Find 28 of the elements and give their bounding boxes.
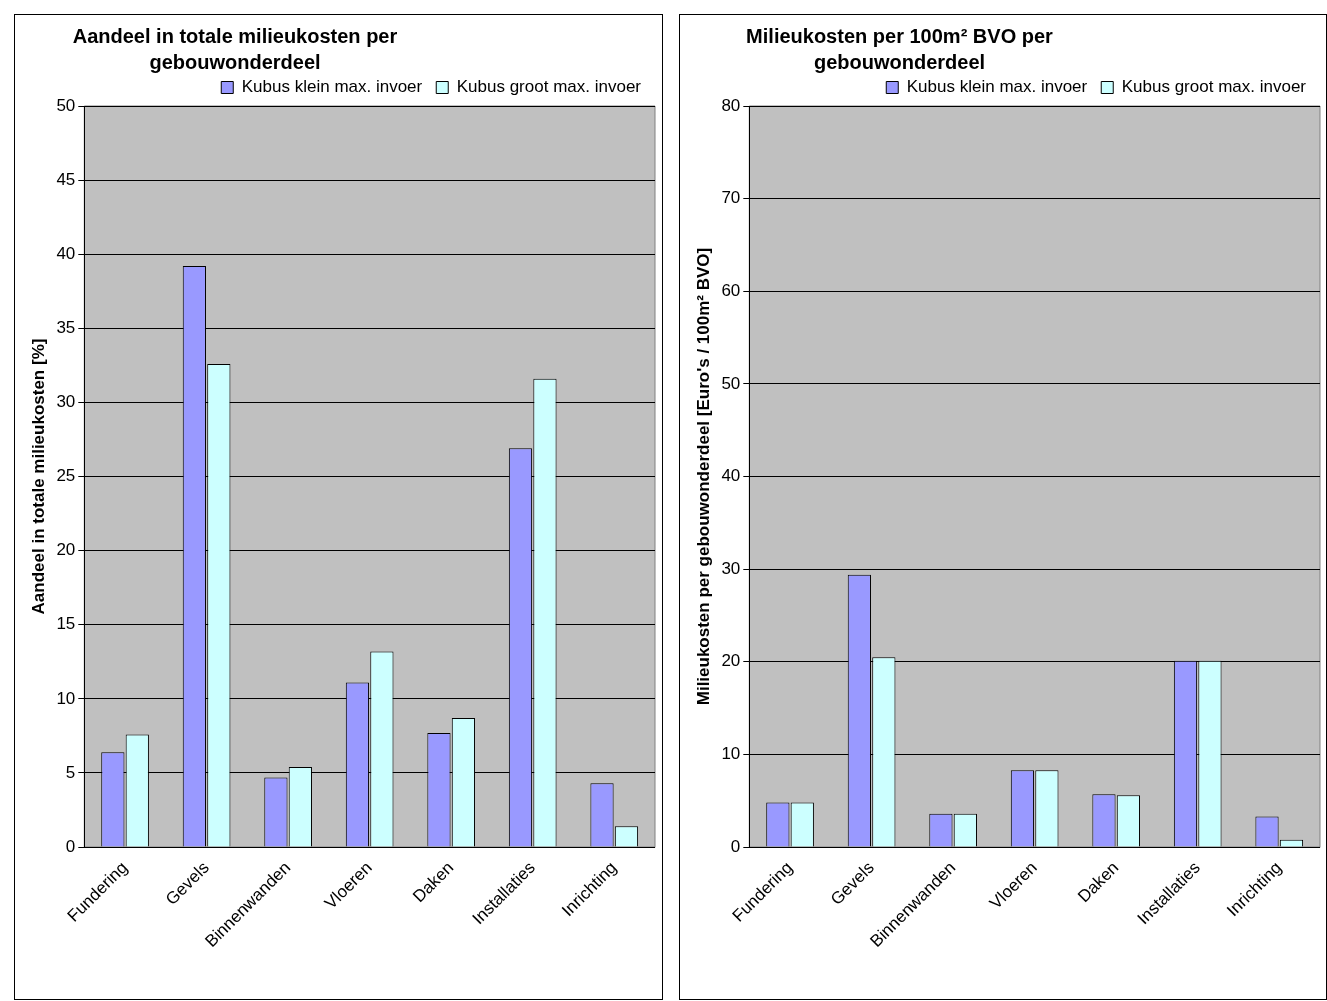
legend-label: Kubus groot max. invoer <box>456 77 642 97</box>
chart-title: Aandeel in totale milieukosten per gebouwonderdeel <box>71 24 399 75</box>
y-tick-label: 35 <box>56 318 76 337</box>
y-tick-label: 80 <box>720 95 740 115</box>
chart-title: Milieukosten per 100m² BVO per gebouwonderdeel <box>745 24 1054 75</box>
y-tick-label: 40 <box>56 243 76 263</box>
y-tick-label: 20 <box>56 540 76 560</box>
y-tick-label: 15 <box>56 614 76 634</box>
y-tick-label: 70 <box>720 188 740 208</box>
y-tick-label: 0 <box>65 836 76 856</box>
y-tick-label: 10 <box>56 688 76 708</box>
y-tick-label: 0 <box>730 836 740 856</box>
y-tick-label: 25 <box>56 466 76 486</box>
y-axis-title: Aandeel in totale milieukosten [%] <box>28 338 48 615</box>
y-tick-label: 45 <box>56 169 76 189</box>
y-tick-label: 50 <box>720 373 740 393</box>
y-axis-title: Milieukosten per gebouwonderdeel [Euro's / 100m² BVO] <box>693 247 713 706</box>
legend-label: Kubus klein max. invoer <box>906 77 1088 97</box>
y-tick-label: 40 <box>720 466 740 486</box>
legend-label: Kubus groot max. invoer <box>1121 77 1306 97</box>
y-tick-label: 10 <box>720 744 740 764</box>
y-tick-label: 20 <box>720 651 740 671</box>
y-tick-label: 50 <box>56 95 76 115</box>
y-tick-label: 5 <box>65 762 76 782</box>
y-tick-label: 30 <box>56 392 76 412</box>
y-tick-label: 30 <box>720 558 740 578</box>
y-tick-label: 60 <box>720 280 740 300</box>
legend-label: Kubus klein max. invoer <box>241 77 423 97</box>
